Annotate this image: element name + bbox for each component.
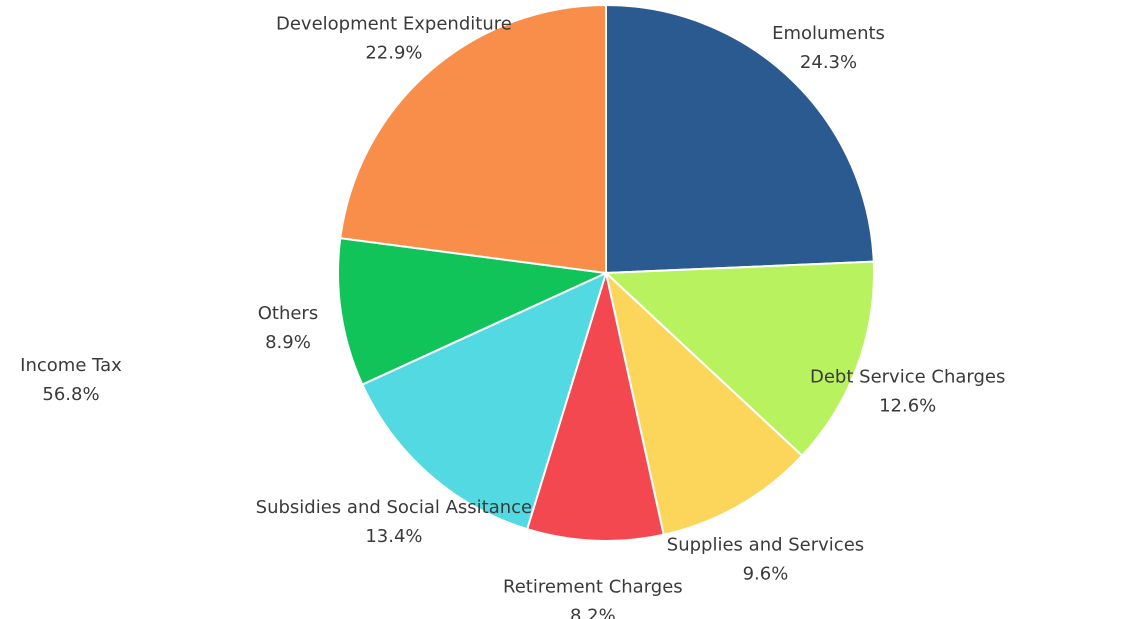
slice-label-debt-service-charges: Debt Service Charges xyxy=(810,366,1005,387)
income-tax-label: Income Tax xyxy=(20,355,122,376)
slice-label-supplies-and-services: Supplies and Services xyxy=(667,534,864,555)
pie-slice-subsidies-and-social-assitance xyxy=(360,271,608,531)
slice-percentage-supplies-and-services: 9.6% xyxy=(743,563,789,584)
slice-percentage-retirement-charges: 8.2% xyxy=(570,605,616,619)
slice-label-subsidies-and-social-assitance: Subsidies and Social Assitance xyxy=(256,497,532,518)
income-tax-percentage: 56.8% xyxy=(42,384,99,405)
pie-labels: Emoluments 24.3% Debt Service Charges 12.6%… xyxy=(256,13,1006,619)
pie-slices xyxy=(337,3,875,542)
slice-percentage-debt-service-charges: 12.6% xyxy=(879,395,936,416)
pie-slice-emoluments xyxy=(605,3,875,275)
slice-label-retirement-charges: Retirement Charges xyxy=(503,576,683,597)
slice-percentage-emoluments: 24.3% xyxy=(800,52,857,73)
pie-slice-debt-service-charges xyxy=(603,260,875,458)
pie-slice-others xyxy=(337,237,610,386)
pie-slice-retirement-charges xyxy=(525,269,665,542)
slice-label-emoluments: Emoluments xyxy=(772,23,885,44)
slice-label-development-expenditure: Development Expenditure xyxy=(276,13,512,34)
slice-percentage-development-expenditure: 22.9% xyxy=(365,42,422,63)
slice-percentage-subsidies-and-social-assitance: 13.4% xyxy=(365,526,422,547)
slice-percentage-others: 8.9% xyxy=(265,332,311,353)
slice-label-others: Others xyxy=(258,303,319,324)
pie-slice-supplies-and-services xyxy=(604,270,804,536)
pie-slice-development-expenditure xyxy=(339,3,607,275)
